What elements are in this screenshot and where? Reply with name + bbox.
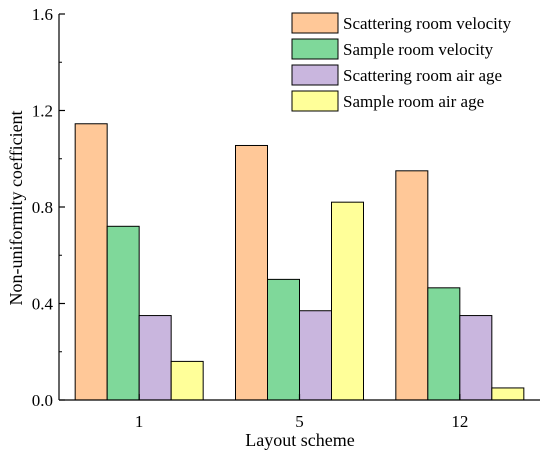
legend-label-4: Sample room air age [343,92,484,111]
bar-3-1 [138,315,172,401]
legend-swatch-2 [291,38,339,60]
legend-label-1: Scattering room velocity [343,14,512,33]
bar-1-12 [395,170,429,401]
y-tick-label: 0.8 [32,198,53,217]
bar-3-12 [459,315,493,401]
x-ticks-group: 1 5 12 [135,394,468,431]
bars-group [74,123,525,401]
legend-label-3: Scattering room air age [343,66,502,85]
legend-swatch-3 [291,64,339,86]
y-ticks-group: 0.0 0.4 0.8 1.2 1.6 [32,5,65,410]
bar-4-1 [170,360,204,401]
y-tick-label: 0.0 [32,391,53,410]
legend: Scattering room velocity Sample room velo… [291,12,512,112]
y-tick-label: 0.4 [32,295,54,314]
y-axis-title: Non-uniformity coefficient [6,110,26,305]
legend-label-2: Sample room velocity [343,40,494,59]
bar-4-12 [491,387,525,401]
bar-2-5 [267,278,300,401]
x-tick-label: 12 [451,412,468,431]
legend-swatch-4 [291,90,339,112]
x-tick-label: 5 [295,412,304,431]
bar-2-12 [427,287,461,401]
x-tick-label: 1 [135,412,144,431]
y-tick-label: 1.6 [32,5,53,24]
bar-3-5 [299,310,332,401]
bar-2-1 [106,225,140,401]
legend-swatch-1 [291,12,339,34]
bar-1-5 [235,144,268,401]
x-axis-title: Layout scheme [245,430,354,450]
bar-4-5 [331,201,364,401]
y-tick-label: 1.2 [32,102,53,121]
bar-1-1 [74,123,108,401]
